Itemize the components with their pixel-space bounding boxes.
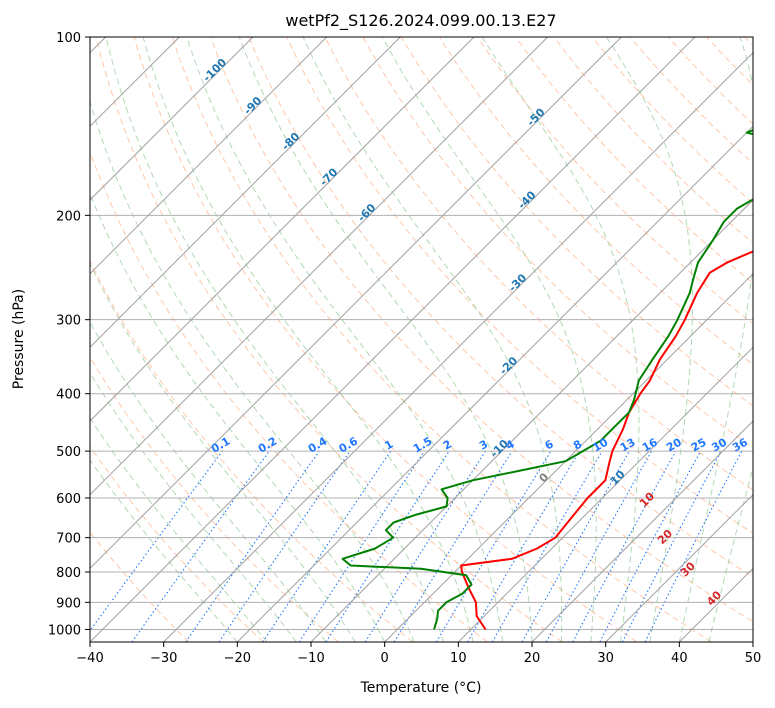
dry-adiabat-line xyxy=(477,37,753,325)
moist-adiabat-line xyxy=(90,262,356,642)
moist-adiabat-line xyxy=(481,37,640,642)
moist-adiabat-line xyxy=(105,37,445,642)
moist-adiabat-line xyxy=(90,321,327,642)
isotherm-gridline xyxy=(384,272,753,642)
mixing-ratio-line xyxy=(185,450,320,642)
x-tick-label: 30 xyxy=(597,651,614,666)
dry-adiabat-line xyxy=(90,259,414,642)
mixing-ratio-line xyxy=(325,450,450,642)
moist-adiabat-line xyxy=(90,417,268,642)
dry-adiabat-line xyxy=(591,37,753,204)
y-tick-label: 100 xyxy=(56,31,81,46)
x-tick-label: 20 xyxy=(524,651,541,666)
isotherm-gridline xyxy=(90,37,401,349)
moist-adiabat-line xyxy=(142,37,474,642)
dry-adiabat-line xyxy=(210,37,753,623)
dry-adiabat-line xyxy=(90,445,264,642)
moist-adiabat-line xyxy=(678,37,753,642)
isotherm-gridline xyxy=(90,37,622,570)
y-tick-label: 1000 xyxy=(48,623,81,638)
x-tick-label: −10 xyxy=(297,651,324,666)
y-axis-label: Pressure (hPa) xyxy=(11,289,27,389)
dry-adiabat-line xyxy=(171,37,712,642)
x-tick-label: 50 xyxy=(745,651,762,666)
sounding-profiles xyxy=(341,129,753,630)
y-tick-label: 200 xyxy=(56,209,81,224)
dewpoint-profile xyxy=(341,129,753,630)
isotherm-gridline xyxy=(605,493,753,642)
isotherm-gridline xyxy=(163,51,753,642)
y-tick-label: 700 xyxy=(56,532,81,547)
x-tick-label: −20 xyxy=(224,651,251,666)
isotherm-gridline xyxy=(236,125,753,642)
isotherm-gridlines xyxy=(90,37,753,642)
moist-adiabat-line xyxy=(708,465,753,642)
chart-title: wetPf2_S126.2024.099.00.13.E27 xyxy=(285,11,556,31)
mixing-ratio-line xyxy=(131,450,270,642)
moist-adiabat-line xyxy=(381,37,597,642)
x-axis-label: Temperature (°C) xyxy=(360,680,482,696)
x-tick-label: −30 xyxy=(150,651,177,666)
y-tick-label: 900 xyxy=(56,596,81,611)
mixing-ratio-lines xyxy=(90,450,743,642)
moist-adiabats xyxy=(90,37,753,642)
x-tick-label: −40 xyxy=(76,651,103,666)
y-tick-label: 500 xyxy=(56,445,81,460)
mixing-ratio-line xyxy=(218,450,351,642)
isotherm-gridline xyxy=(90,37,475,422)
y-tick-label: 600 xyxy=(56,492,81,507)
x-tick-label: 0 xyxy=(381,651,389,666)
moist-adiabat-line xyxy=(90,371,297,642)
mixing-ratio-line xyxy=(467,450,580,642)
mixing-ratio-line xyxy=(491,450,603,642)
dry-adiabat-line xyxy=(95,37,563,642)
dry-adiabat-line xyxy=(133,37,638,642)
isotherm-gridline xyxy=(457,346,753,642)
moist-adiabat-line xyxy=(186,37,503,642)
isotherm-gridline xyxy=(90,37,696,642)
x-axis: −40 −30 −20 −10 0 10 20 30 40 50 xyxy=(76,642,761,666)
y-axis: 1000 900 800 700 600 500 400 300 200 100 xyxy=(48,31,90,638)
mixing-ratio-line xyxy=(364,450,486,642)
dry-adiabat-line xyxy=(400,37,753,407)
moist-adiabat-line xyxy=(90,459,238,642)
plot-frame xyxy=(89,36,754,643)
isotherm-gridline xyxy=(90,37,328,275)
mixing-ratio-line xyxy=(435,450,552,642)
mixing-ratio-line xyxy=(90,450,223,632)
isotherm-gridline xyxy=(90,37,549,496)
isotherm-gridline xyxy=(90,37,254,201)
y-tick-label: 300 xyxy=(56,314,81,329)
isobar-gridlines xyxy=(90,37,753,630)
dry-adiabat-line xyxy=(248,37,753,578)
moist-adiabat-line xyxy=(90,192,386,642)
moist-adiabat-line xyxy=(238,37,533,642)
temperature-profile xyxy=(460,250,753,630)
mixing-ratio-line xyxy=(521,450,630,642)
isotherm-gridline xyxy=(310,199,753,642)
x-tick-label: 10 xyxy=(450,651,467,666)
mixing-ratio-line xyxy=(393,450,513,642)
y-tick-label: 400 xyxy=(56,388,81,403)
dry-adiabat-line xyxy=(515,37,753,284)
dry-adiabat-line xyxy=(324,37,753,491)
x-tick-label: 40 xyxy=(671,651,688,666)
dry-adiabat-line xyxy=(629,37,753,165)
mixing-ratio-line xyxy=(572,450,677,642)
isotherm-gridline xyxy=(531,420,753,642)
y-tick-label: 800 xyxy=(56,566,81,581)
moist-adiabat-line xyxy=(302,37,563,642)
